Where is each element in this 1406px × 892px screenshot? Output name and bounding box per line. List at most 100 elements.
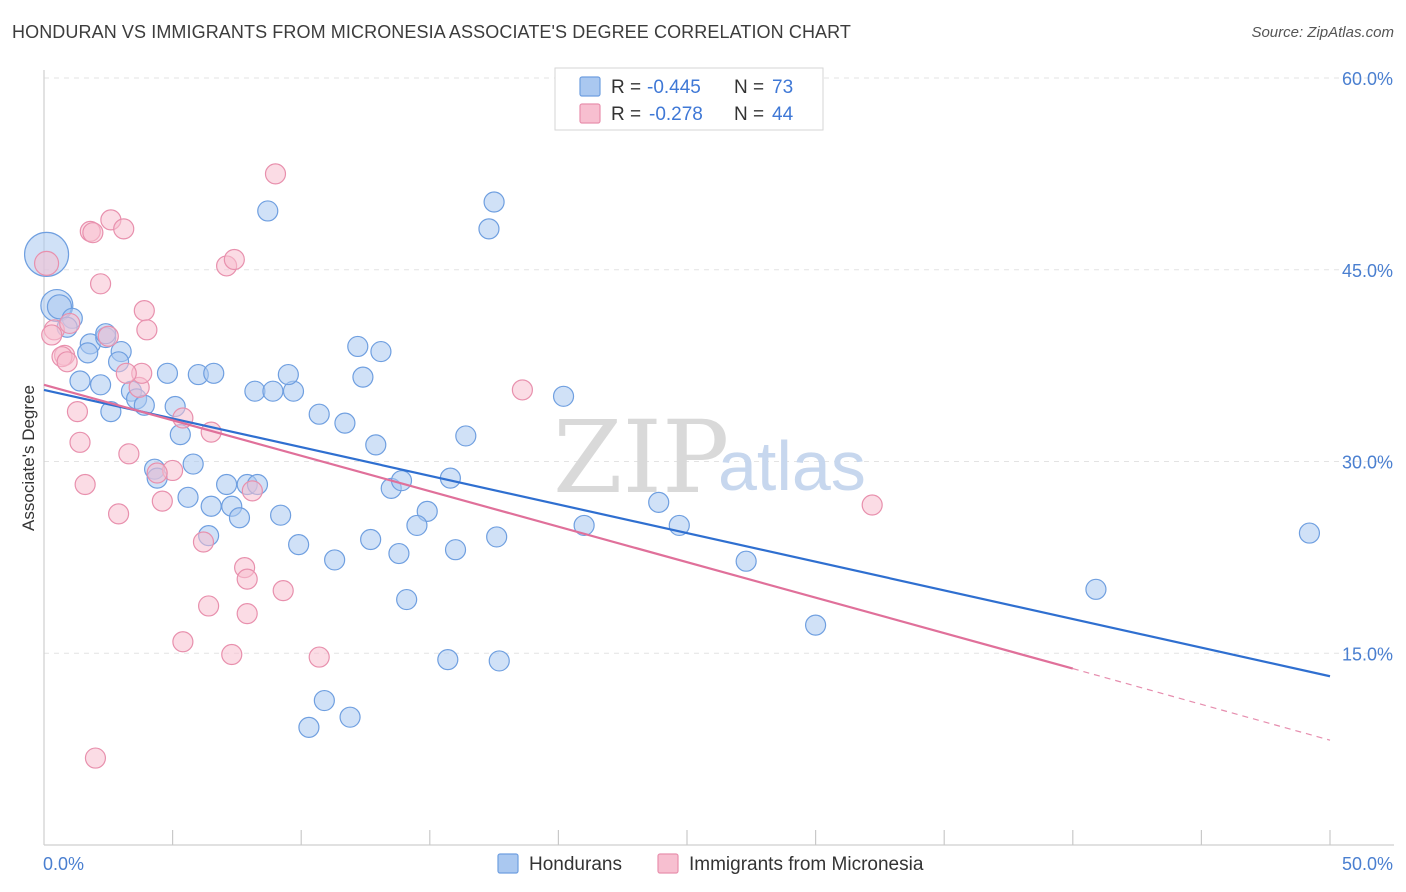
data-point [313,689,335,712]
data-point [347,335,369,358]
data-point [136,319,158,341]
legend-r-value: -0.278 [649,104,703,125]
data-point [648,491,670,514]
data-point [277,363,299,386]
data-point [370,340,392,363]
data-point [360,528,382,551]
data-point [573,514,595,537]
legend-n-label: N = [734,77,764,98]
data-point [478,218,500,240]
y-tick-label: 30.0% [1342,453,1393,473]
data-point [270,504,292,526]
data-point [365,434,387,456]
data-point [203,362,225,384]
data-point [156,362,179,384]
data-point [308,646,330,668]
legend-swatch-micronesia [579,103,601,124]
data-point [41,324,63,346]
data-point [113,218,135,240]
series-legend-label-micronesia: Immigrants from Micronesia [689,854,924,875]
data-point [192,531,215,553]
legend-swatch-hondurans [579,76,601,97]
data-point [334,412,356,434]
data-point [511,379,533,401]
legend-n-label: N = [734,104,764,125]
x-tick-labels: 0.0% 50.0% [43,854,1393,874]
data-point [298,716,320,738]
data-point [69,431,91,453]
y-axis-title: Associate's Degree [19,385,38,531]
data-point [272,580,294,602]
data-point [228,507,251,529]
data-point [223,248,245,271]
data-point [244,380,266,402]
watermark-atlas: atlas [718,427,866,505]
legend-n-value: 73 [772,77,793,98]
legend-n-value: 44 [772,104,794,125]
data-point [182,453,204,475]
watermark-zip: ZIP [553,399,729,516]
trend-lines [43,383,1331,741]
x-tick-label: 0.0% [43,854,84,874]
data-point [172,631,194,653]
data-point [236,568,258,590]
data-point [552,385,575,407]
y-tick-label: 60.0% [1342,69,1393,89]
data-point [324,549,346,571]
data-point [59,312,81,335]
y-tick-label: 15.0% [1342,644,1393,664]
data-point [146,462,168,484]
data-point [89,273,112,295]
legend-r-label: R = [611,104,641,125]
series-legend-label-hondurans: Hondurans [529,854,622,875]
data-point [262,380,284,402]
legend-r-label: R = [611,77,641,98]
series-hondurans [23,191,1321,738]
data-point [198,595,220,617]
y-tick-labels: 15.0% 30.0% 45.0% 60.0% [1342,69,1393,664]
data-point [388,542,410,565]
data-point [33,250,60,276]
data-point [444,539,467,561]
data-point [216,473,238,496]
trend-line-extension [1072,668,1331,741]
data-point [264,163,287,185]
data-point [288,533,310,556]
data-point [118,443,140,465]
series-micronesia [33,163,883,769]
data-point [241,480,263,502]
trend-line [43,388,1331,678]
source-label: Source: ZipAtlas.com [1251,24,1394,41]
axes [43,70,1394,846]
data-point [177,486,199,508]
data-point [200,495,222,517]
data-point [735,550,757,572]
data-point [69,370,91,392]
data-point [488,650,510,672]
data-point [133,300,155,322]
data-point [97,325,119,347]
y-tick-label: 45.0% [1342,261,1393,281]
data-points [23,163,1321,769]
chart-title: HONDURAN VS IMMIGRANTS FROM MICRONESIA A… [12,22,852,42]
data-point [352,366,374,388]
data-point [396,588,418,611]
data-point [339,706,361,728]
correlation-legend: R = -0.445 N = 73 R = -0.278 N = 44 [554,67,824,131]
data-point [236,603,258,625]
data-point [861,494,883,516]
trend-line [43,383,1074,670]
data-point [66,401,89,423]
data-point [455,425,477,447]
series-legend: Hondurans Immigrants from Micronesia [497,853,924,875]
data-point [56,351,78,373]
gridlines [44,77,1394,654]
data-point [483,191,505,213]
data-point [151,490,173,512]
data-point [804,614,827,636]
x-ticks [172,830,1331,845]
data-point [221,643,243,666]
data-point [406,514,428,537]
legend-r-value: -0.445 [647,77,701,98]
